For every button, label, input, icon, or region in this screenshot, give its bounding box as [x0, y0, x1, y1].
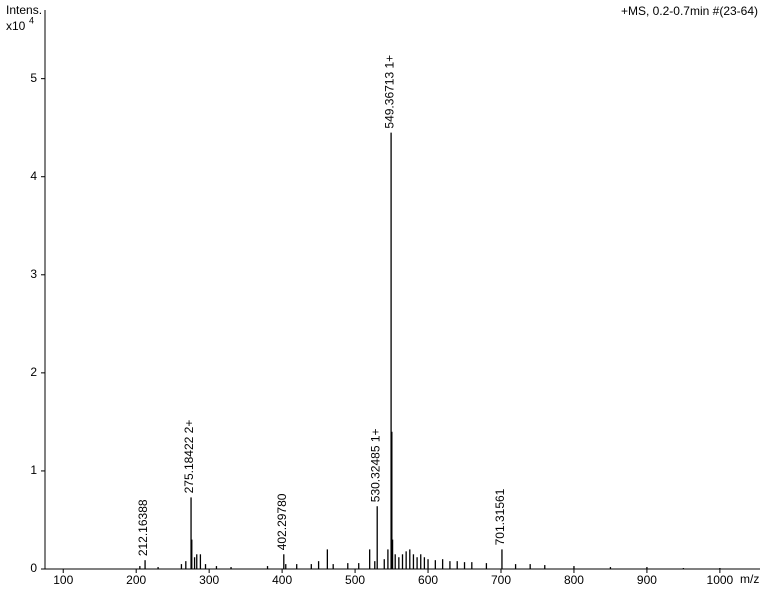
x-tick-label: 900	[637, 573, 657, 587]
y-tick-label: 3	[30, 267, 37, 281]
peak-label: 275.18422 2+	[182, 420, 196, 494]
y-multiplier: x10	[6, 19, 26, 33]
peak-label: 549.36713 1+	[382, 55, 396, 129]
y-tick-label: 4	[30, 169, 37, 183]
x-axis-label: m/z	[740, 572, 759, 586]
x-tick-label: 1000	[707, 573, 734, 587]
y-tick-label: 1	[30, 463, 37, 477]
x-tick-label: 400	[272, 573, 292, 587]
y-tick-label: 5	[30, 71, 37, 85]
peak-label: 212.16388	[136, 499, 150, 556]
peak-label: 701.31561	[493, 488, 507, 545]
x-tick-label: 500	[345, 573, 365, 587]
x-tick-label: 200	[126, 573, 146, 587]
peak-label: 402.29780	[275, 493, 289, 550]
y-multiplier-exponent: 4	[29, 15, 34, 25]
x-tick-label: 600	[418, 573, 438, 587]
y-tick-label: 0	[30, 561, 37, 575]
peak-label: 530.32485 1+	[368, 428, 382, 502]
y-tick-label: 2	[30, 365, 37, 379]
chart-title: +MS, 0.2-0.7min #(23-64)	[621, 4, 758, 18]
y-axis-label: Intens.	[6, 3, 42, 17]
x-tick-label: 700	[491, 573, 511, 587]
x-tick-label: 100	[53, 573, 73, 587]
x-tick-label: 800	[564, 573, 584, 587]
x-tick-label: 300	[199, 573, 219, 587]
